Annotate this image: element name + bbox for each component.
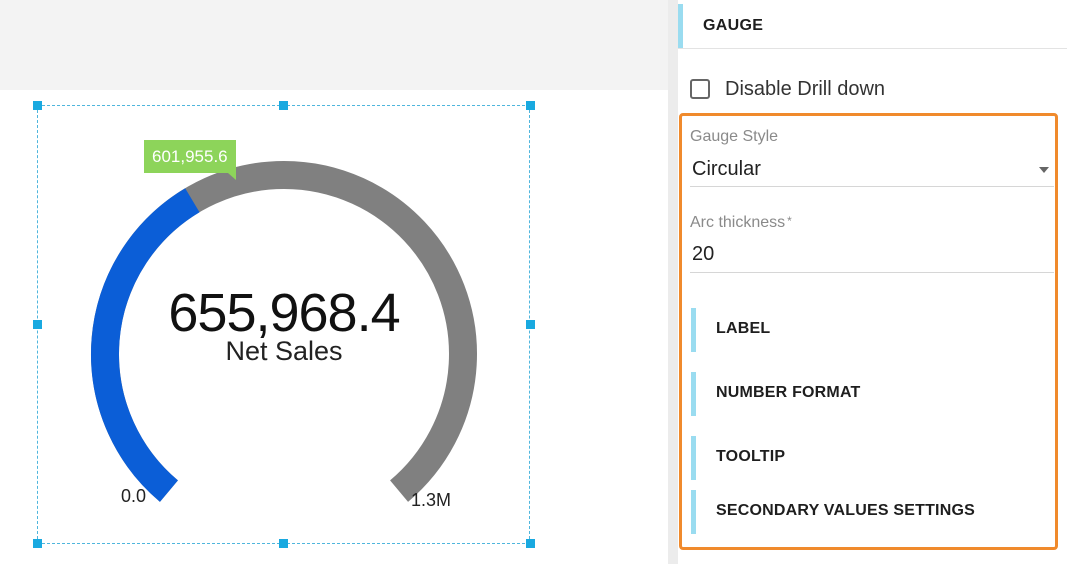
gauge-main-value: 655,968.4 [168,283,400,343]
section-label[interactable]: LABEL [691,308,1051,352]
section-label-title: LABEL [716,320,771,337]
resize-handle-top-center[interactable] [279,101,288,110]
gauge-style-underline [690,186,1054,187]
gauge-min-label: 0.0 [121,486,147,506]
section-tooltip-title: TOOLTIP [716,448,786,465]
gauge-measure-name: Net Sales [225,336,343,366]
arc-thickness-underline [690,272,1054,273]
section-tooltip[interactable]: TOOLTIP [691,436,1051,480]
arc-thickness-label: Arc thickness * [690,214,792,231]
resize-handle-top-right[interactable] [526,101,535,110]
gauge-value-tooltip: 601,955.6 [144,140,236,180]
section-secondary-values-settings[interactable]: SECONDARY VALUES SETTINGS [691,490,1051,534]
required-marker: * [787,214,792,228]
panel-divider [668,0,678,564]
gauge-chart[interactable] [0,0,668,564]
gauge-max-label: 1.3M [411,490,452,510]
resize-handle-bottom-right[interactable] [526,539,535,548]
chevron-down-icon[interactable] [1039,167,1049,173]
section-accent-bar [691,490,696,534]
settings-panel: GAUGE Disable Drill down Gauge Style Cir… [678,0,1069,564]
resize-handle-middle-left[interactable] [33,320,42,329]
disable-drill-down-label: Disable Drill down [725,77,886,100]
section-accent-bar [691,436,696,480]
resize-handle-bottom-left[interactable] [33,539,42,548]
section-number-format[interactable]: NUMBER FORMAT [691,372,1051,416]
disable-drill-down-checkbox[interactable] [690,79,710,99]
canvas-toolbar-area [0,0,668,90]
disable-drill-down-option[interactable]: Disable Drill down [690,78,885,100]
panel-section-header-gauge[interactable]: GAUGE [678,4,1067,49]
section-number-format-title: NUMBER FORMAT [716,384,861,401]
resize-handle-middle-right[interactable] [526,320,535,329]
section-accent-bar [691,308,696,352]
resize-handle-top-left[interactable] [33,101,42,110]
highlighted-settings-group: Gauge Style Circular Arc thickness * 20 L… [679,113,1058,550]
section-secondary-values-title: SECONDARY VALUES SETTINGS [716,502,975,519]
gauge-style-select[interactable]: Circular [692,158,761,180]
arc-thickness-input[interactable]: 20 [692,243,715,265]
resize-handle-bottom-center[interactable] [279,539,288,548]
gauge-style-label: Gauge Style [690,128,779,145]
section-accent-bar [691,372,696,416]
section-accent-bar [678,4,683,48]
gauge-value-arc [91,188,200,502]
panel-section-title: GAUGE [703,17,764,34]
